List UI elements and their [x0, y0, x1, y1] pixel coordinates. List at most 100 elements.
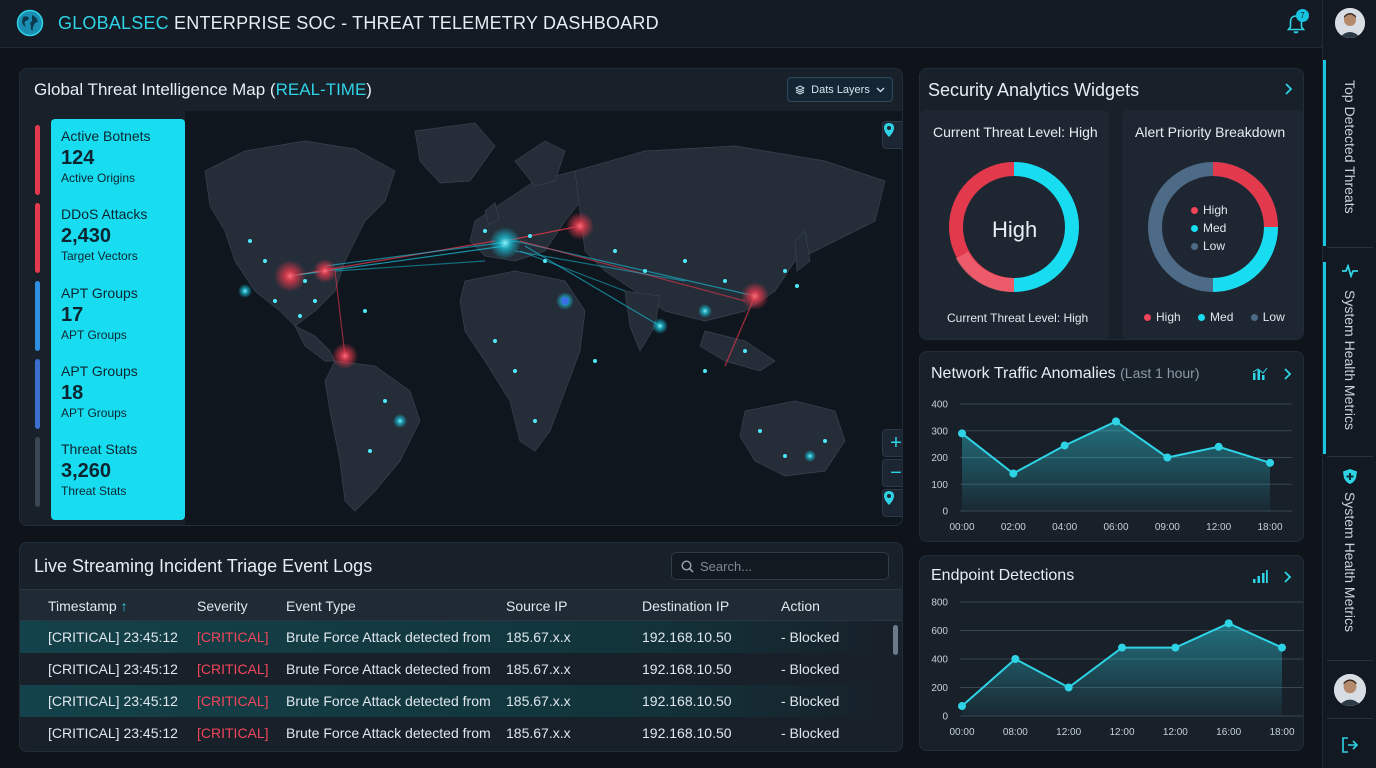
stat-apt-groups[interactable]: APT Groups 17 APT Groups [61, 285, 138, 342]
cell-source-ip: 185.67.x.x [506, 725, 571, 741]
cell-timestamp: [CRITICAL] 23:45:12 [48, 661, 178, 677]
data-point[interactable] [1011, 655, 1020, 663]
zoom-in-button[interactable]: + [882, 429, 902, 457]
stat-sub: APT Groups [61, 328, 127, 342]
x-tick-label: 18:00 [1269, 727, 1294, 738]
col-source-ip[interactable]: Source IP [506, 598, 568, 614]
locate-button[interactable] [882, 489, 902, 517]
rail-top-detected-threats[interactable]: Top Detected Threats [1323, 70, 1376, 240]
x-tick-label: 00:00 [949, 727, 974, 738]
table-row[interactable]: [CRITICAL] 23:45:12 [CRITICAL] Brute For… [20, 621, 890, 653]
search-input[interactable] [700, 558, 870, 574]
data-point[interactable] [1118, 643, 1126, 652]
stat-value: 17 [61, 304, 84, 326]
cell-source-ip: 185.67.x.x [506, 693, 571, 709]
data-point[interactable] [1224, 619, 1233, 628]
chevron-right-icon[interactable] [1282, 82, 1296, 96]
stat-active-botnets[interactable]: Active Botnets 124 Active Origins [61, 128, 151, 185]
avatar-face-icon [1334, 674, 1366, 706]
table-row[interactable]: [CRITICAL] 23:45:12 [CRITICAL] Brute For… [20, 685, 890, 717]
avatar-face-icon [1335, 8, 1365, 38]
data-point[interactable] [1163, 453, 1172, 462]
bar-chart-icon[interactable] [1252, 570, 1268, 584]
user-avatar[interactable] [1335, 8, 1365, 38]
data-point[interactable] [958, 702, 966, 711]
data-point[interactable] [1064, 683, 1073, 692]
legend-label: Low [1203, 239, 1226, 253]
cell-severity: [CRITICAL] [197, 661, 269, 677]
data-point[interactable] [1112, 417, 1120, 426]
stat-apt-groups-2[interactable]: APT Groups 18 APT Groups [61, 363, 138, 420]
col-destination-ip[interactable]: Destination IP [642, 598, 730, 614]
x-tick-label: 16:00 [1216, 727, 1241, 738]
chart-subtitle: (Last 1 hour) [1120, 365, 1200, 381]
map-title-suffix: ) [366, 80, 372, 99]
data-point[interactable] [1214, 442, 1223, 451]
world-map[interactable]: + − [185, 111, 902, 525]
y-tick-label: 200 [931, 683, 948, 694]
log-search[interactable] [671, 552, 889, 580]
low-dot-icon [1191, 243, 1198, 251]
chevron-right-icon[interactable] [1281, 570, 1295, 584]
data-point[interactable] [1060, 441, 1069, 450]
stat-sub: Active Origins [61, 171, 136, 185]
table-row[interactable]: [CRITICAL] 23:45:12 [CRITICAL] Brute For… [20, 717, 890, 749]
x-tick-label: 00:00 [949, 522, 974, 533]
sort-asc-icon[interactable]: ↑ [120, 598, 128, 614]
col-severity[interactable]: Severity [197, 598, 248, 614]
map-pin-icon [884, 123, 894, 137]
stat-value: 18 [61, 382, 84, 404]
table-row[interactable]: [CRITICAL] 23:45:12 [CRITICAL] Brute For… [20, 653, 890, 685]
data-point[interactable] [1171, 643, 1180, 652]
zoom-out-button[interactable]: − [882, 459, 902, 487]
chart-title: Network Traffic Anomalies (Last 1 hour) [931, 365, 1200, 383]
map-pin-button[interactable] [882, 121, 902, 149]
data-point[interactable] [958, 429, 966, 438]
threat-level-card: Current Threat Level: High High Current … [920, 110, 1109, 339]
y-tick-label: 800 [931, 598, 948, 609]
col-event-type[interactable]: Event Type [286, 598, 356, 614]
secondary-avatar[interactable] [1334, 674, 1366, 706]
threat-level-caption: Current Threat Level: High [947, 311, 1089, 325]
legend-label: Med [1210, 310, 1234, 324]
notification-badge: 7 [1296, 9, 1309, 22]
y-tick-label: 600 [931, 626, 948, 637]
cell-source-ip: 185.67.x.x [506, 661, 571, 677]
col-timestamp[interactable]: Timestamp ↑ [48, 598, 128, 614]
y-tick-label: 400 [931, 400, 948, 411]
x-tick-label: 04:00 [1052, 522, 1077, 533]
cell-action: - Blocked [781, 693, 840, 709]
severity-bar [35, 125, 40, 195]
log-scrollbar[interactable] [893, 625, 898, 655]
rail-item-label: System Health Metrics [1342, 290, 1358, 431]
rail-system-health-metrics-2[interactable]: System Health Metrics [1323, 468, 1376, 648]
col-label: Timestamp [48, 598, 117, 614]
cell-action: - Blocked [781, 629, 840, 645]
chevron-right-icon[interactable] [1281, 367, 1295, 381]
cell-action: - Blocked [781, 661, 840, 677]
bar-chart-icon[interactable] [1252, 367, 1268, 381]
logout-icon[interactable] [1340, 735, 1360, 755]
med-dot-icon [1191, 225, 1198, 233]
right-rail: Top Detected Threats System Health Metri… [1322, 0, 1376, 768]
severity-bar [35, 203, 40, 273]
y-tick-label: 0 [942, 507, 948, 518]
data-point[interactable] [1278, 643, 1286, 652]
stat-ddos-attacks[interactable]: DDoS Attacks 2,430 Target Vectors [61, 206, 147, 263]
data-point[interactable] [1009, 469, 1018, 478]
y-tick-label: 200 [931, 453, 948, 464]
globe-logo-icon [16, 9, 44, 37]
map-title-highlight: REAL-TIME [275, 80, 367, 99]
cell-timestamp: [CRITICAL] 23:45:12 [48, 725, 178, 741]
stat-threat-stats[interactable]: Threat Stats 3,260 Threat Stats [61, 441, 137, 498]
data-layers-dropdown[interactable]: Dats Layers [787, 77, 893, 102]
stat-label: Threat Stats [61, 441, 138, 457]
legend-label: High [1156, 310, 1181, 324]
chart-title: Endpoint Detections [931, 567, 1075, 584]
x-tick-label: 12:00 [1206, 522, 1231, 533]
rail-system-health-metrics[interactable]: System Health Metrics [1323, 262, 1376, 452]
col-action[interactable]: Action [781, 598, 820, 614]
rail-divider [1327, 247, 1373, 248]
data-point[interactable] [1266, 458, 1274, 467]
threat-level-gauge [949, 162, 1079, 292]
